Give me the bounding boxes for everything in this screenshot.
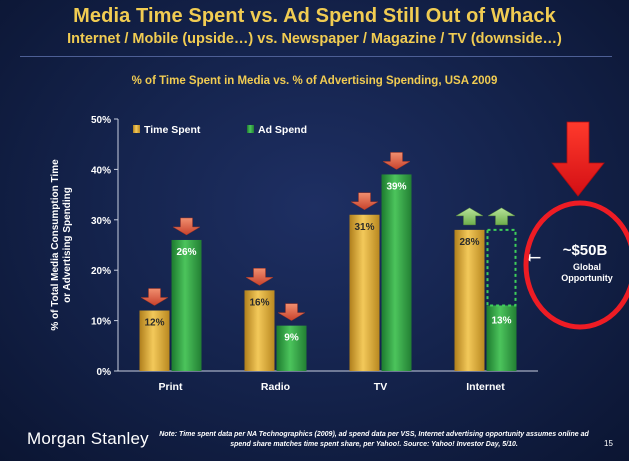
y-tick-label: 40%	[91, 165, 111, 176]
legend-label: Time Spent	[144, 124, 201, 136]
data-label: 31%	[354, 222, 374, 233]
callout-label: Global	[573, 262, 601, 272]
data-label: 9%	[284, 333, 299, 344]
data-label: 39%	[386, 181, 406, 192]
x-tick-label: Print	[159, 381, 183, 393]
callout-value: ~$50B	[563, 242, 608, 259]
down-arrow-icon	[350, 192, 379, 211]
down-arrow-icon	[277, 303, 306, 321]
y-tick-label: 50%	[91, 115, 111, 126]
up-arrow-icon	[487, 207, 516, 226]
x-tick-label: TV	[374, 381, 387, 393]
data-label: 28%	[459, 237, 479, 248]
source-note: Note: Time spent data per NA Technograph…	[159, 431, 589, 448]
y-axis-label-line-2: or Advertising Spending	[62, 187, 73, 303]
y-tick-label: 30%	[91, 216, 111, 227]
down-arrow-icon	[382, 152, 411, 170]
bar-ad-spend	[171, 239, 202, 371]
callout-circle	[523, 200, 629, 330]
data-label: 16%	[249, 297, 269, 308]
bar-time-spent	[139, 310, 170, 371]
down-arrow-icon	[172, 217, 201, 236]
brand-logo: Morgan Stanley	[27, 429, 149, 448]
bar-time-spent	[349, 214, 380, 371]
callout-label: Opportunity	[561, 273, 613, 283]
x-tick-label: Internet	[466, 381, 505, 393]
bar-time-spent	[244, 290, 275, 371]
title-divider	[20, 56, 612, 57]
up-arrow-icon	[455, 207, 484, 226]
data-label: 13%	[491, 315, 511, 326]
y-tick-label: 0%	[97, 367, 112, 378]
slide-subtitle: Internet / Mobile (upside…) vs. Newspape…	[67, 31, 562, 47]
chart-title: % of Time Spent in Media vs. % of Advert…	[131, 75, 498, 87]
legend-swatch	[247, 125, 254, 133]
y-tick-label: 10%	[91, 317, 111, 328]
y-tick-label: 20%	[91, 266, 111, 277]
x-tick-label: Radio	[261, 381, 290, 393]
legend-label: Ad Spend	[258, 124, 307, 136]
chart-plot: % of Total Media Consumption Time or Adv…	[50, 115, 629, 393]
bar-ad-spend	[381, 174, 412, 371]
down-arrow-icon	[245, 268, 274, 286]
bar-time-spent	[454, 229, 485, 371]
bar-ad-spend	[276, 325, 307, 371]
gap-outline	[486, 228, 517, 307]
slide-title: Media Time Spent vs. Ad Spend Still Out …	[73, 5, 556, 27]
y-axis-label: % of Total Media Consumption Time	[50, 159, 61, 331]
data-label: 12%	[144, 318, 164, 329]
bar-ad-spend	[486, 305, 517, 371]
red-arrow-icon	[551, 121, 605, 197]
down-arrow-icon	[140, 288, 169, 306]
page-number: 15	[604, 439, 613, 448]
legend-swatch	[133, 125, 140, 133]
data-label: 26%	[176, 247, 196, 258]
